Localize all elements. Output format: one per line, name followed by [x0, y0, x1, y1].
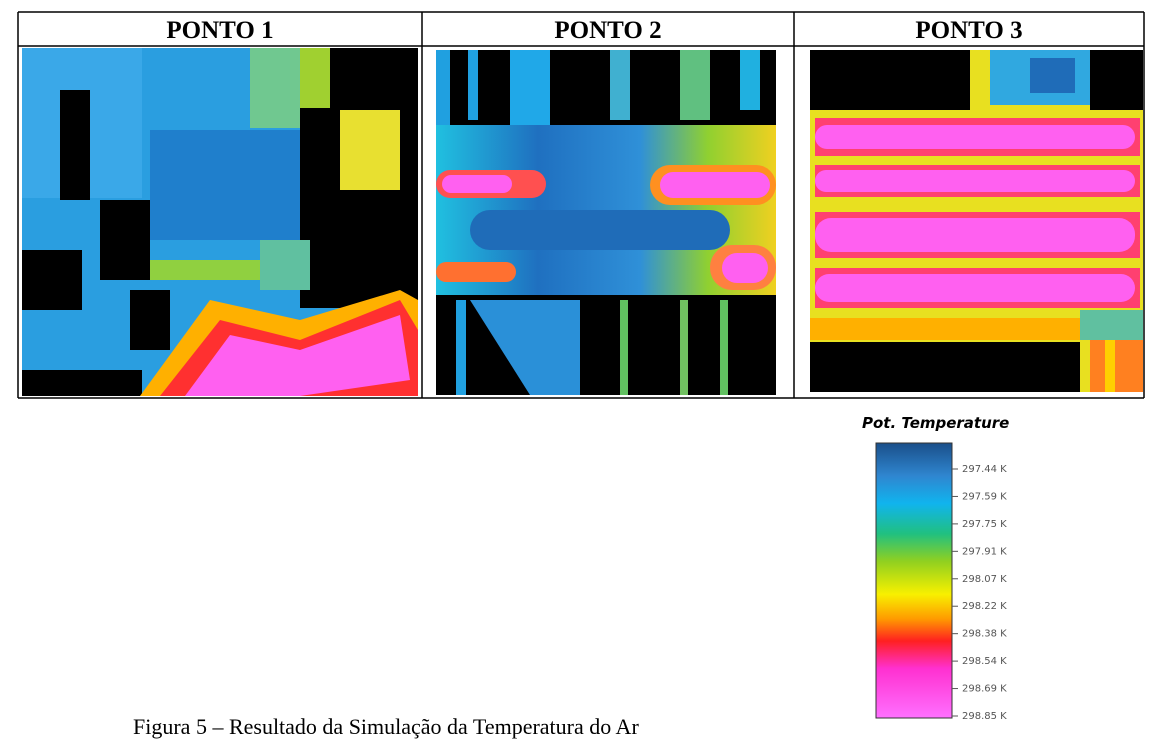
column-header: PONTO 3: [915, 17, 1022, 44]
legend-label: 298.85 K: [962, 711, 1007, 722]
column-header: PONTO 1: [166, 17, 273, 44]
simulation-image: [436, 50, 776, 395]
legend-label: 298.38 K: [962, 629, 1007, 640]
caption: Figura 5 – Resultado da Simulação da Tem…: [133, 714, 639, 739]
legend-label: 297.59 K: [962, 491, 1007, 502]
figure: PONTO 1 PONTO 2 PONTO 3: [0, 0, 1163, 742]
legend-label: 298.54 K: [962, 656, 1007, 667]
column-header: PONTO 2: [554, 17, 661, 44]
legend-label: 297.91 K: [962, 546, 1007, 557]
page: {"table": {"headers": ["PONTO 1", "PONTO…: [0, 0, 1163, 742]
legend-label: 298.69 K: [962, 684, 1007, 695]
legend-label: 298.22 K: [962, 601, 1007, 612]
legend-label: 297.75 K: [962, 519, 1007, 530]
simulation-image: [810, 50, 1143, 392]
legend-title: Pot. Temperature: [862, 414, 1009, 432]
legend-label: 297.44 K: [962, 464, 1007, 475]
simulation-image: [22, 48, 418, 396]
legend-labels: 297.44 K 297.59 K 297.75 K 297.91 K 298.07 K…: [952, 464, 1007, 722]
color-bar: [876, 443, 952, 718]
legend-label: 298.07 K: [962, 574, 1007, 585]
